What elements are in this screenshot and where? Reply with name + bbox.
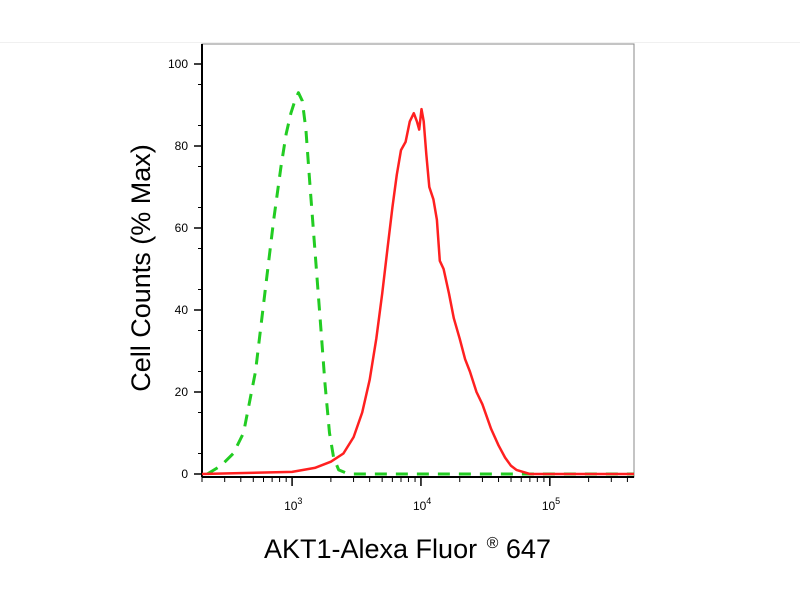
y-tick-label: 80 — [175, 139, 189, 153]
plot-border — [201, 43, 635, 478]
y-tick-label: 0 — [181, 467, 188, 481]
x-tick-label: 105 — [542, 496, 560, 513]
x-axis-title-registered-mark: ® — [487, 535, 499, 552]
x-axis-ticks: 103 104 105 — [201, 477, 628, 513]
top-separator-line — [0, 42, 800, 43]
y-tick-label: 100 — [168, 57, 188, 71]
sample-histogram-line — [201, 107, 634, 476]
y-axis-title: Cell Counts (% Max) — [126, 144, 156, 392]
x-axis-title-main: AKT1-Alexa Fluor — [264, 534, 477, 564]
series-layer — [201, 91, 634, 476]
y-tick-label: 40 — [175, 303, 189, 317]
y-tick-label: 60 — [175, 221, 189, 235]
x-tick-label: 104 — [413, 496, 431, 513]
plot-frame — [201, 43, 635, 478]
y-axis-ticks: 0 20 40 60 80 100 — [168, 57, 202, 481]
x-axis-title-suffix: 647 — [506, 534, 551, 564]
x-axis-title: AKT1-Alexa Fluor ® 647 — [264, 524, 551, 564]
control-histogram-line — [206, 91, 634, 476]
y-tick-label: 20 — [175, 385, 189, 399]
x-tick-label: 103 — [284, 496, 302, 513]
